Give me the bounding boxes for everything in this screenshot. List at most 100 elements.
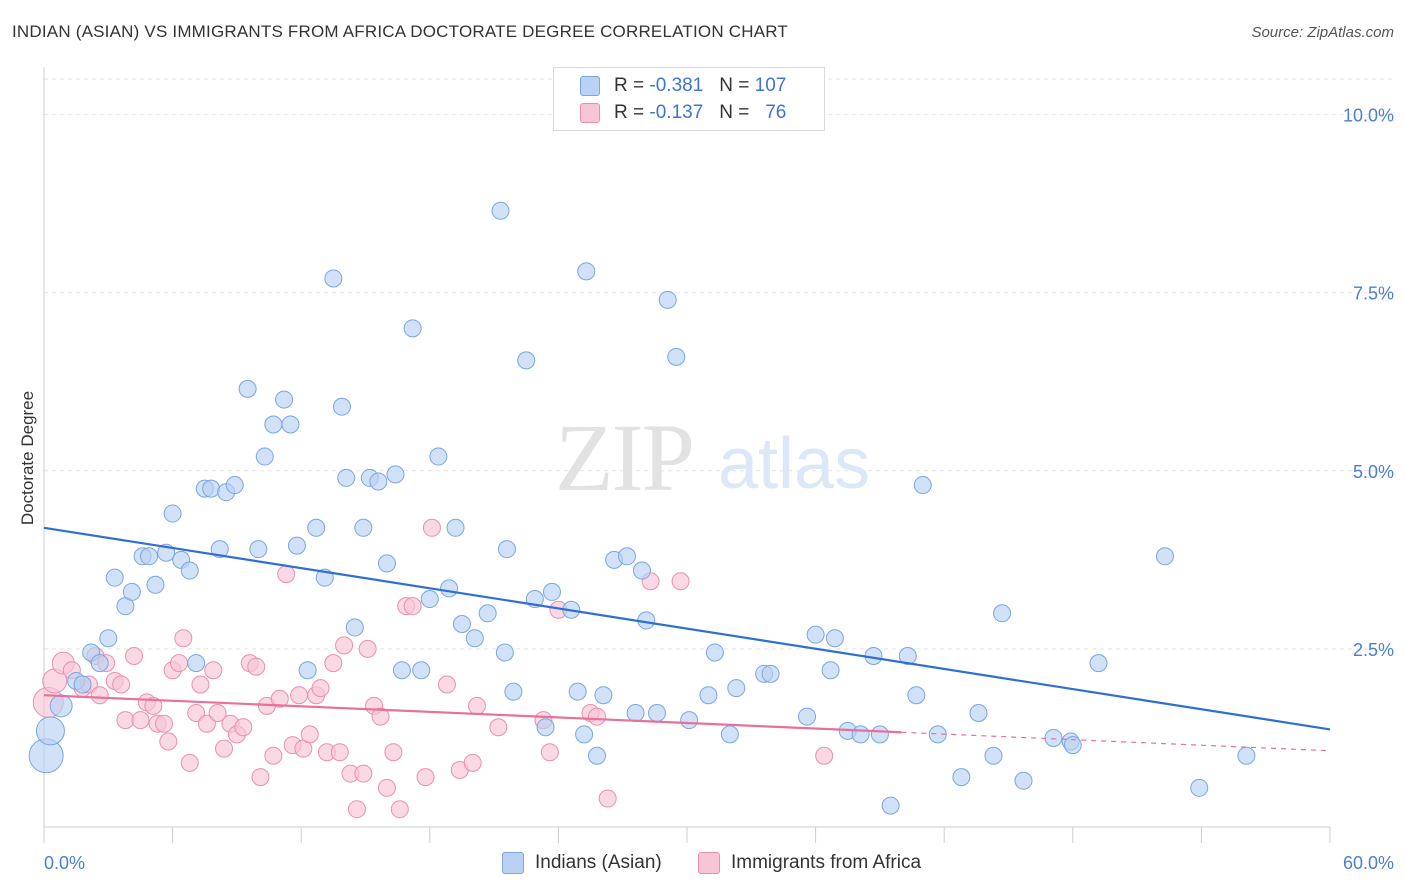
data-point: [587, 707, 606, 726]
data-point: [478, 604, 497, 623]
data-point: [420, 590, 439, 609]
legend-n-label: N =: [719, 102, 750, 123]
legend-swatch-blue: [580, 76, 600, 96]
data-point: [354, 764, 373, 783]
data-point: [187, 704, 206, 723]
data-point: [626, 704, 645, 723]
data-point: [984, 746, 1003, 765]
axes: [43, 67, 1331, 843]
data-point: [105, 568, 124, 587]
data-point: [90, 654, 109, 673]
data-point: [122, 582, 141, 601]
data-point: [90, 686, 109, 705]
data-point: [1155, 547, 1174, 566]
data-point: [699, 686, 718, 705]
data-point: [234, 718, 253, 737]
data-point: [806, 625, 825, 644]
data-point: [429, 447, 448, 466]
data-point: [658, 290, 677, 309]
data-point: [307, 518, 326, 537]
data-point: [202, 479, 221, 498]
data-point: [324, 654, 343, 673]
data-point: [898, 647, 917, 666]
data-point: [881, 796, 900, 815]
data-point: [851, 725, 870, 744]
data-point: [204, 661, 223, 680]
data-point: [671, 572, 690, 591]
data-point: [197, 714, 216, 733]
legend-r-value: -0.137: [649, 102, 704, 123]
watermark: ZIP atlas: [555, 404, 870, 511]
data-point: [437, 675, 456, 694]
data-point: [412, 661, 431, 680]
data-point: [369, 472, 388, 491]
data-point: [647, 704, 666, 723]
data-point: [594, 686, 613, 705]
data-point: [384, 743, 403, 762]
data-point: [416, 768, 435, 787]
data-point: [144, 696, 163, 715]
data-point: [467, 696, 486, 715]
data-point: [377, 554, 396, 573]
legend-n-value: 76: [765, 102, 787, 123]
data-point: [680, 711, 699, 730]
data-point: [337, 468, 356, 487]
data-point: [290, 686, 309, 705]
series-legend-indians: Indians (Asian): [502, 852, 662, 874]
series-swatch-pink: [698, 852, 720, 874]
trend-line-africa-extension: [901, 731, 1331, 752]
data-point: [969, 704, 988, 723]
data-point: [210, 540, 229, 559]
data-point: [345, 618, 364, 637]
data-point: [112, 675, 131, 694]
data-point: [403, 597, 422, 616]
data-point: [1089, 654, 1108, 673]
series-indians-asian: [28, 201, 1256, 815]
data-point: [536, 718, 555, 737]
data-point: [281, 415, 300, 434]
data-point: [140, 547, 159, 566]
data-point: [465, 629, 484, 648]
legend-row-africa: R = -0.137 N = 76: [580, 100, 786, 126]
data-point: [542, 582, 561, 601]
data-point: [249, 540, 268, 559]
chart-title: INDIAN (ASIAN) VS IMMIGRANTS FROM AFRICA…: [12, 22, 788, 41]
data-point: [815, 746, 834, 765]
data-point: [386, 465, 405, 484]
data-point: [335, 636, 354, 655]
data-point: [287, 536, 306, 555]
data-point: [720, 725, 739, 744]
data-point: [264, 746, 283, 765]
data-point: [495, 643, 514, 662]
data-point: [821, 661, 840, 680]
watermark-atlas: atlas: [718, 424, 870, 504]
data-point: [347, 800, 366, 819]
data-point: [277, 565, 296, 584]
data-point: [617, 547, 636, 566]
data-point: [275, 390, 294, 409]
y-tick-labels: 2.5% 5.0% 7.5% 10.0%: [1343, 106, 1394, 660]
legend-r-value: -0.381: [649, 75, 704, 96]
data-point: [225, 476, 244, 495]
data-point: [377, 778, 396, 797]
data-point: [191, 675, 210, 694]
series-swatch-blue: [502, 852, 524, 874]
trend-lines: [43, 526, 1331, 752]
data-point: [208, 704, 227, 723]
data-point: [371, 707, 390, 726]
data-point: [155, 714, 174, 733]
gridlines: [44, 78, 1395, 650]
data-point: [452, 614, 471, 633]
data-point: [798, 707, 817, 726]
trend-line-indians: [43, 526, 1331, 731]
data-point: [632, 561, 651, 580]
data-point: [540, 743, 559, 762]
data-point: [463, 753, 482, 772]
data-point: [907, 686, 926, 705]
x-tick-label: 0.0%: [44, 853, 85, 873]
data-point: [1014, 771, 1033, 790]
data-point: [300, 725, 319, 744]
data-point: [993, 604, 1012, 623]
data-point: [870, 725, 889, 744]
